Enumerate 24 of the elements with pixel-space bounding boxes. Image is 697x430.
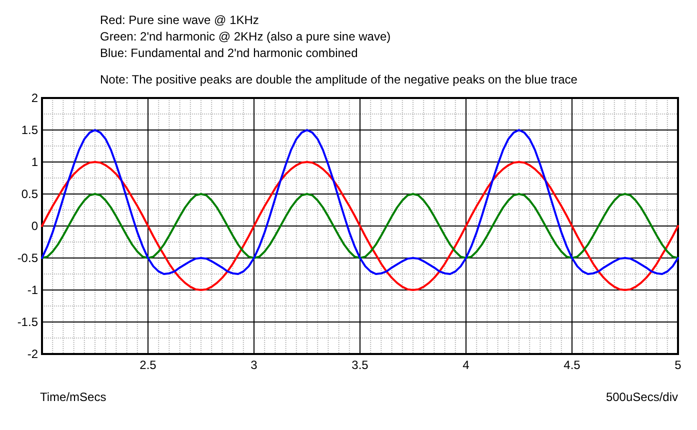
y-tick-label: -0.5 — [17, 251, 38, 265]
x-tick-label: 3 — [250, 358, 258, 372]
y-tick-label: 2 — [31, 91, 38, 105]
x-tick-label: 4.5 — [564, 358, 581, 372]
line-series — [41, 161, 679, 291]
text: Blue: Fundamental and 2'nd harmonic combined — [100, 46, 358, 60]
y-tick-label: 0.5 — [21, 187, 38, 201]
x-axis-title: Time/mSecs — [40, 390, 106, 404]
y-tick-label: 1.5 — [21, 123, 38, 137]
text: Note: The positive peaks are double the amplitude of the negative peaks on the blue trace — [100, 72, 578, 86]
text: Green: 2'nd harmonic @ 2KHz (also a pure sine wave) — [100, 30, 391, 44]
y-tick-label: -2 — [27, 347, 38, 361]
x-tick-label: 2.5 — [140, 358, 157, 372]
y-tick-label: 1 — [31, 155, 38, 169]
line-series — [41, 129, 679, 275]
x-tick-label: 4 — [462, 358, 470, 372]
line-series — [41, 193, 679, 259]
y-tick-label: -1 — [27, 283, 38, 297]
x-tick-label: 5 — [674, 358, 682, 372]
text: Red: Pure sine wave @ 1KHz — [100, 13, 259, 27]
text: 500uSecs/div — [606, 390, 678, 404]
y-tick-label: -1.5 — [17, 315, 38, 329]
y-tick-label: 0 — [31, 219, 38, 233]
x-tick-label: 3.5 — [352, 358, 369, 372]
